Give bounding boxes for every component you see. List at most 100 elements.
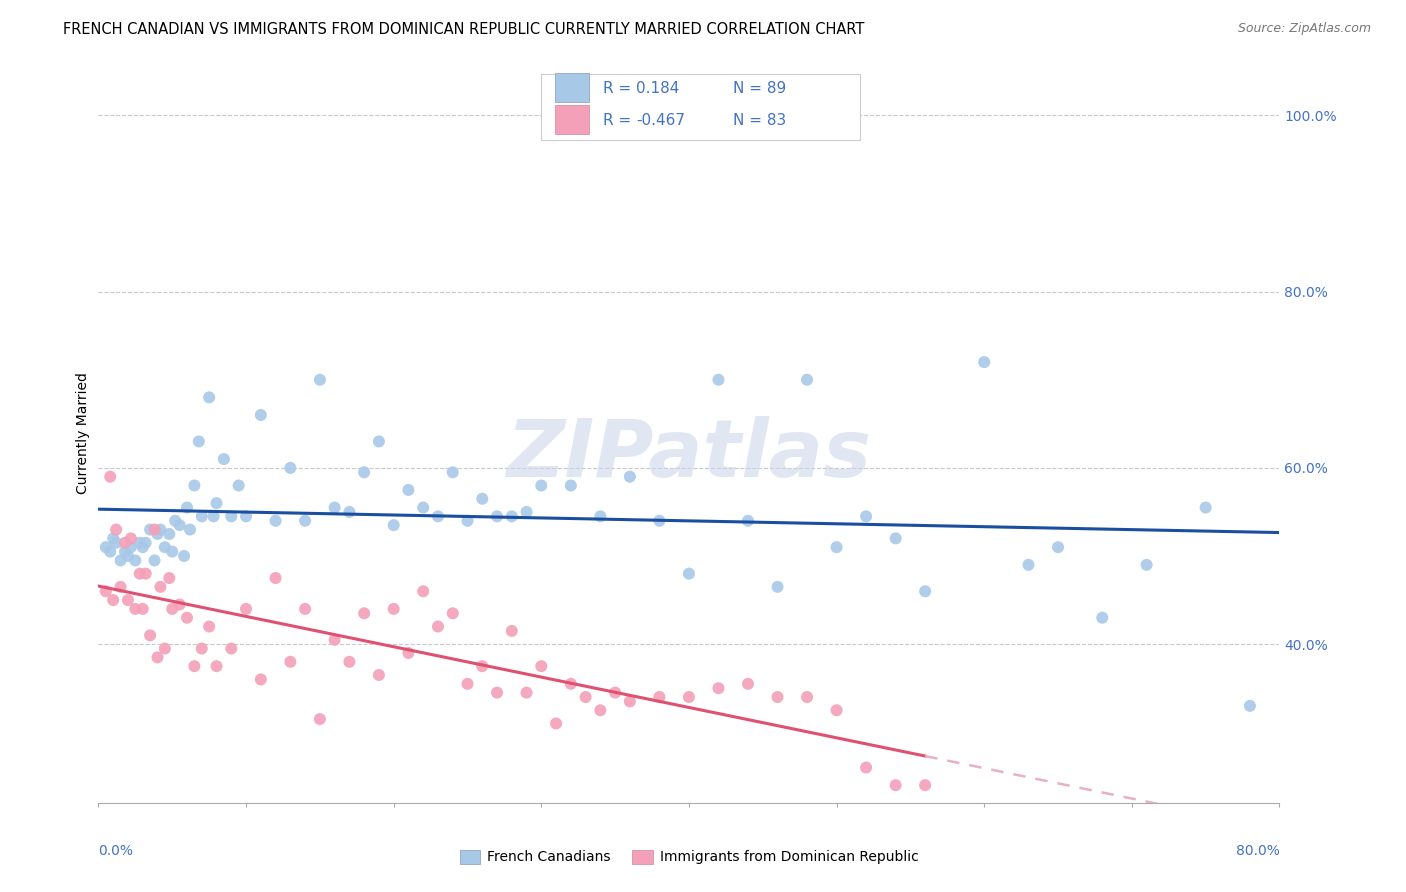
Point <box>153 641 176 656</box>
Point <box>737 514 759 528</box>
Point <box>128 536 150 550</box>
Text: FRENCH CANADIAN VS IMMIGRANTS FROM DOMINICAN REPUBLIC CURRENTLY MARRIED CORRELAT: FRENCH CANADIAN VS IMMIGRANTS FROM DOMIN… <box>63 22 865 37</box>
Point <box>183 659 205 673</box>
Point <box>228 478 250 492</box>
Point <box>707 373 730 387</box>
Point <box>124 602 146 616</box>
Point <box>139 523 162 537</box>
Point <box>501 624 523 638</box>
Point <box>117 549 139 563</box>
Point <box>973 355 995 369</box>
Text: N = 89: N = 89 <box>733 81 786 96</box>
Point <box>143 553 166 567</box>
Text: ZIPatlas: ZIPatlas <box>506 416 872 494</box>
Point <box>250 408 273 422</box>
Point <box>98 469 121 483</box>
Point <box>530 659 553 673</box>
Point <box>427 619 450 633</box>
Point <box>157 571 180 585</box>
Point <box>914 778 936 792</box>
Point <box>884 778 907 792</box>
Point <box>198 619 221 633</box>
Point <box>766 580 789 594</box>
Text: Source: ZipAtlas.com: Source: ZipAtlas.com <box>1237 22 1371 36</box>
Point <box>169 598 191 612</box>
Point <box>162 602 183 616</box>
Point <box>486 685 509 699</box>
Point <box>605 685 627 699</box>
Point <box>187 434 209 449</box>
Point <box>457 677 479 691</box>
Point <box>560 478 582 492</box>
Point <box>221 509 243 524</box>
Point <box>205 659 228 673</box>
Point <box>191 509 214 524</box>
Point <box>914 584 936 599</box>
Point <box>339 655 361 669</box>
Point <box>149 580 172 594</box>
Text: N = 83: N = 83 <box>733 113 786 128</box>
Point <box>135 536 157 550</box>
Point <box>149 523 172 537</box>
Point <box>796 690 818 704</box>
FancyBboxPatch shape <box>541 73 860 140</box>
Point <box>165 514 187 528</box>
Point <box>353 607 375 621</box>
Point <box>648 514 671 528</box>
Point <box>221 641 243 656</box>
Point <box>309 712 332 726</box>
Point <box>157 527 180 541</box>
Point <box>139 628 162 642</box>
Point <box>294 514 316 528</box>
Point <box>173 549 195 563</box>
Point <box>212 452 235 467</box>
Point <box>103 532 125 546</box>
Point <box>796 373 818 387</box>
Point <box>191 641 214 656</box>
Point <box>884 532 907 546</box>
Point <box>120 532 142 546</box>
Point <box>114 544 136 558</box>
Point <box>323 632 346 647</box>
Point <box>589 509 612 524</box>
Point <box>280 655 302 669</box>
Point <box>235 602 257 616</box>
Point <box>855 760 877 774</box>
Point <box>264 571 287 585</box>
Point <box>202 509 225 524</box>
Point <box>427 509 450 524</box>
Text: -0.467: -0.467 <box>636 113 685 128</box>
Point <box>179 523 201 537</box>
Point <box>516 505 538 519</box>
Point <box>94 540 117 554</box>
Point <box>619 694 641 708</box>
Point <box>737 677 759 691</box>
Point <box>471 659 494 673</box>
Point <box>855 509 877 524</box>
Point <box>678 566 700 581</box>
Point <box>368 434 391 449</box>
Point <box>169 518 191 533</box>
Point <box>143 523 166 537</box>
Point <box>339 505 361 519</box>
Point <box>1136 558 1159 572</box>
Point <box>110 553 132 567</box>
Point <box>382 518 405 533</box>
Text: R =: R = <box>603 113 636 128</box>
Point <box>153 540 176 554</box>
Point <box>471 491 494 506</box>
Point <box>825 703 848 717</box>
Point <box>110 580 132 594</box>
Point <box>146 527 169 541</box>
Point <box>1091 610 1114 624</box>
Point <box>353 465 375 479</box>
Point <box>103 593 125 607</box>
Point <box>766 690 789 704</box>
Point <box>120 540 142 554</box>
Point <box>382 602 405 616</box>
Point <box>176 500 198 515</box>
Text: 80.0%: 80.0% <box>1236 844 1279 857</box>
Point <box>1046 540 1070 554</box>
Y-axis label: Currently Married: Currently Married <box>76 372 90 493</box>
Point <box>309 373 332 387</box>
